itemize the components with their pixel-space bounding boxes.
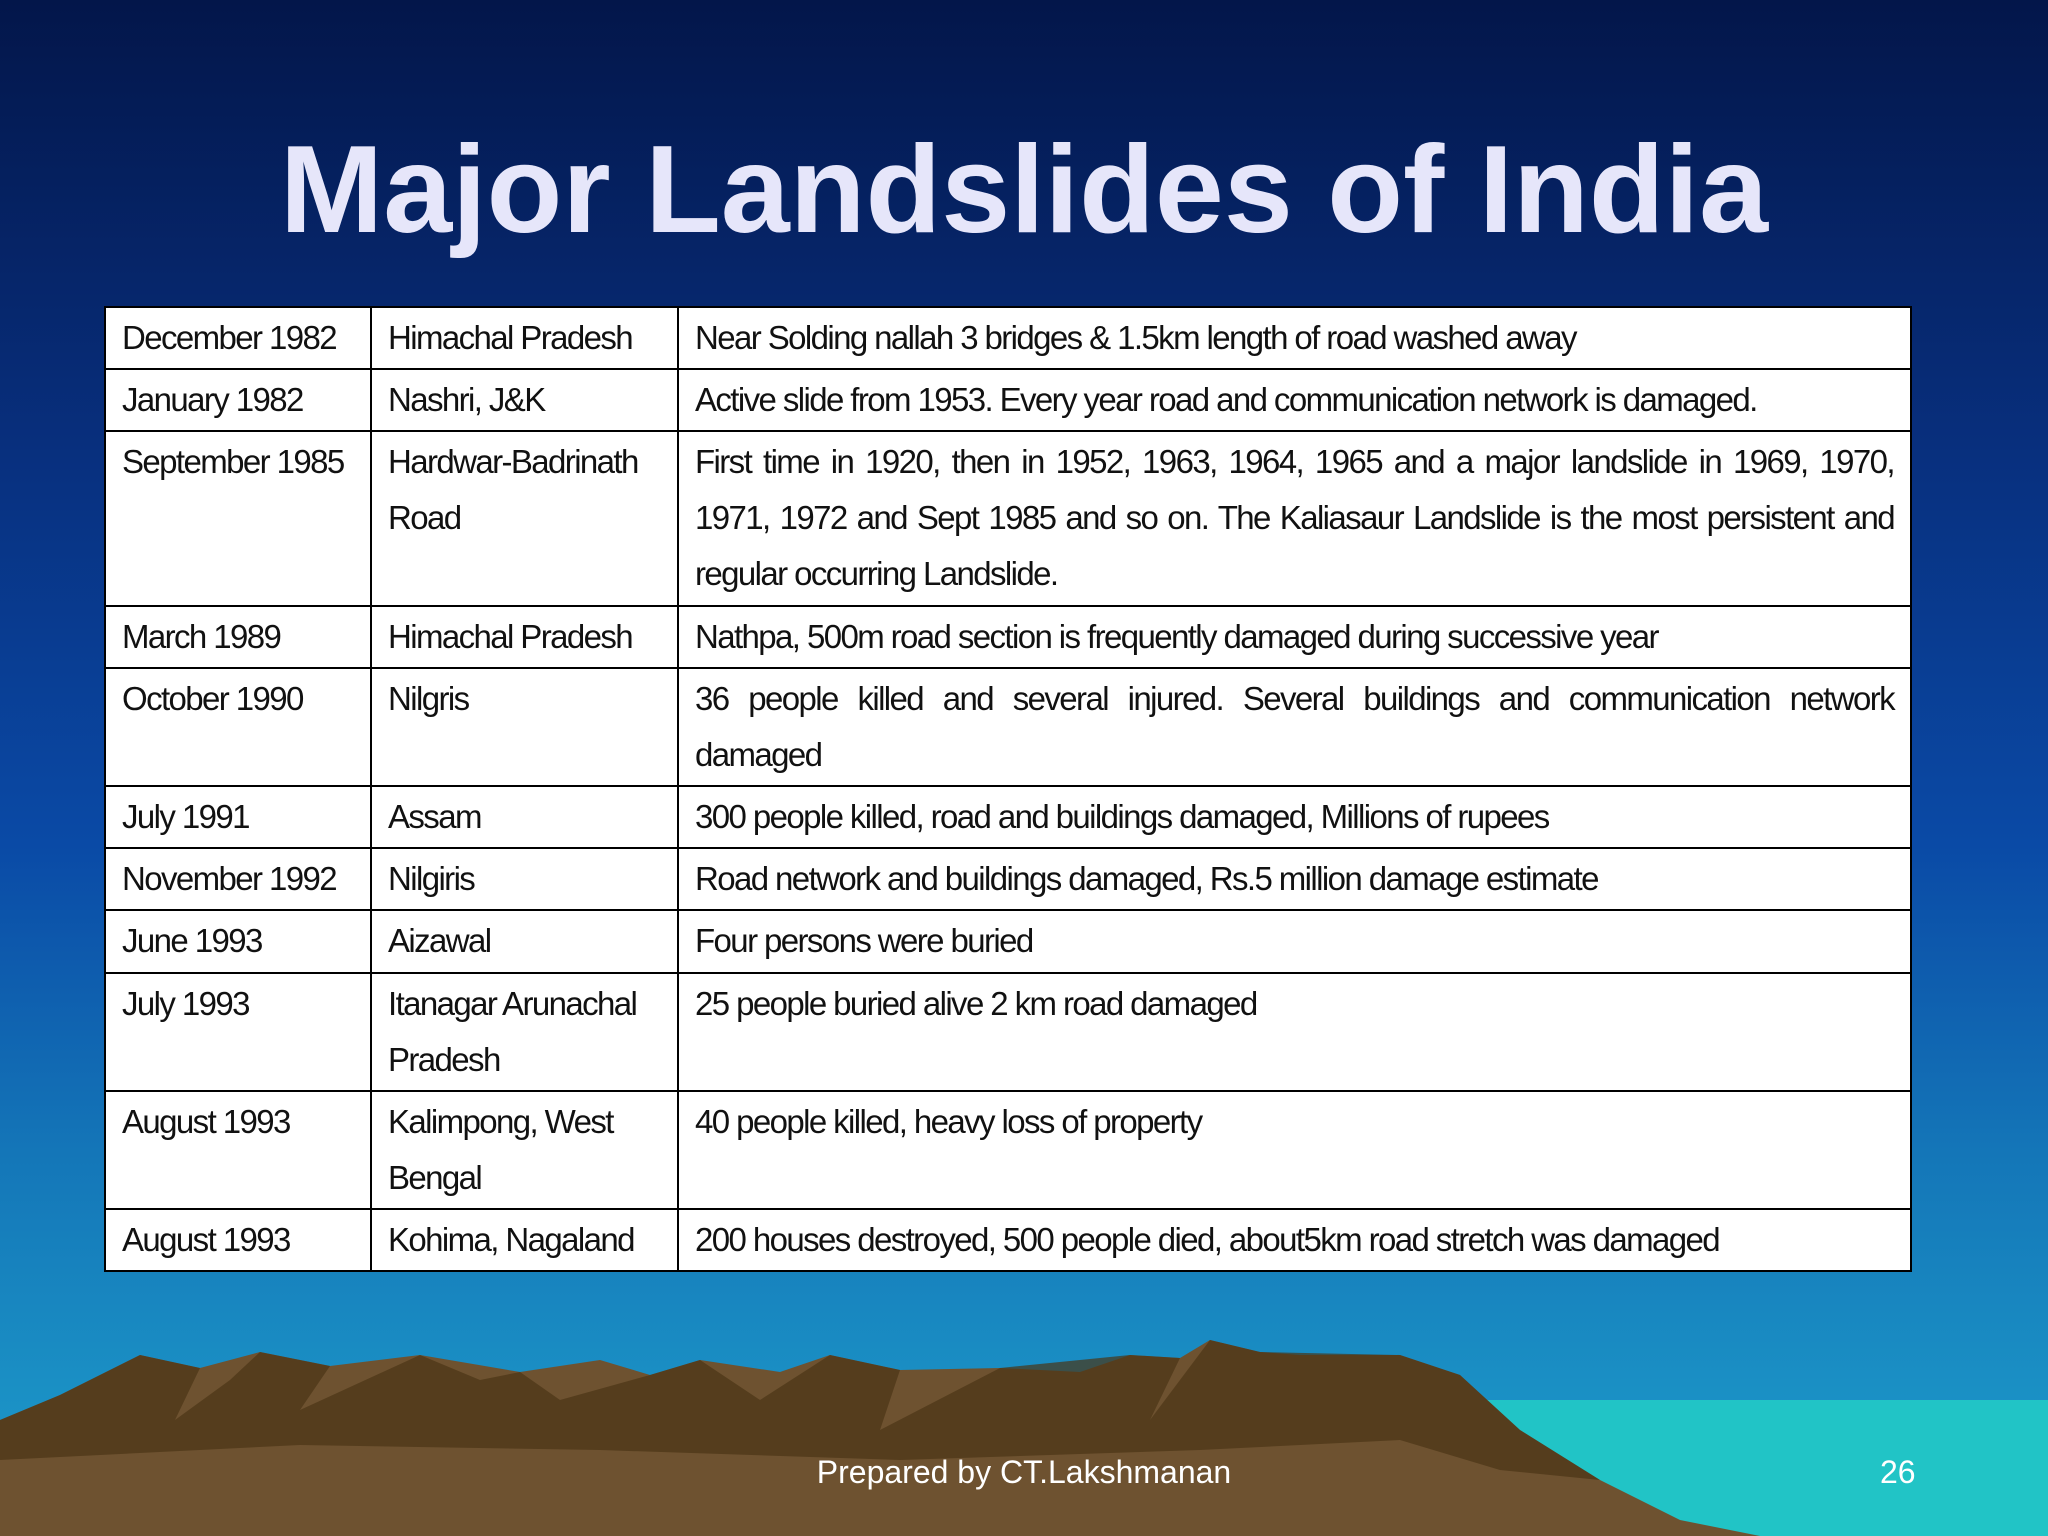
table-row: July 1993 Itanagar Arunachal Pradesh 25 pe… <box>104 972 1912 1092</box>
description-cell: 25 people buried alive 2 km road damaged <box>677 972 1912 1092</box>
description-cell: Active slide from 1953. Every year road … <box>677 368 1912 432</box>
date-cell: September 1985 <box>104 430 372 607</box>
date-cell: June 1993 <box>104 909 372 974</box>
date-cell: December 1982 <box>104 306 372 370</box>
date-cell: August 1993 <box>104 1090 372 1210</box>
slide-title: Major Landslides of India <box>279 121 1769 259</box>
description-cell: 300 people killed, road and buildings da… <box>677 785 1912 849</box>
location-cell: Aizawal <box>370 909 679 974</box>
date-cell: July 1991 <box>104 785 372 849</box>
description-cell: 40 people killed, heavy loss of property <box>677 1090 1912 1210</box>
table-row: October 1990 Nilgris 36 people killed and … <box>104 667 1912 787</box>
description-cell: Road network and buildings damaged, Rs.5… <box>677 847 1912 911</box>
table-row: March 1989 Himachal Pradesh Nathpa, 500m r… <box>104 605 1912 669</box>
location-cell: Nilgiris <box>370 847 679 911</box>
date-cell: July 1993 <box>104 972 372 1092</box>
location-cell: Kalimpong, West Bengal <box>370 1090 679 1210</box>
date-cell: March 1989 <box>104 605 372 669</box>
table-row: July 1991 Assam 300 people killed, road an… <box>104 785 1912 849</box>
description-cell: Near Solding nallah 3 bridges & 1.5km le… <box>677 306 1912 370</box>
date-cell: August 1993 <box>104 1208 372 1272</box>
location-cell: Assam <box>370 785 679 849</box>
location-cell: Himachal Pradesh <box>370 306 679 370</box>
water <box>1440 1400 2048 1536</box>
description-cell: Four persons were buried <box>677 909 1912 974</box>
page-number: 26 <box>1880 1454 1916 1490</box>
location-cell: Himachal Pradesh <box>370 605 679 669</box>
table-row: December 1982 Himachal Pradesh Near Soldin… <box>104 306 1912 370</box>
date-cell: October 1990 <box>104 667 372 787</box>
location-cell: Nashri, J&K <box>370 368 679 432</box>
footer-credit: Prepared by CT.Lakshmanan <box>816 1454 1232 1490</box>
table-row: January 1982 Nashri, J&K Active slide from… <box>104 368 1912 432</box>
description-cell: 200 houses destroyed, 500 people died, a… <box>677 1208 1912 1272</box>
location-cell: Nilgris <box>370 667 679 787</box>
landslide-table: December 1982 Himachal Pradesh Near Soldin… <box>104 306 1912 1272</box>
date-cell: January 1982 <box>104 368 372 432</box>
description-cell: First time in 1920, then in 1952, 1963, … <box>677 430 1912 607</box>
location-cell: Hardwar-Badrinath Road <box>370 430 679 607</box>
table-row: June 1993 Aizawal Four persons were buried <box>104 909 1912 974</box>
table-row: August 1993 Kohima, Nagaland 200 houses de… <box>104 1208 1912 1272</box>
mountain-shadow <box>0 1340 1600 1480</box>
date-cell: November 1992 <box>104 847 372 911</box>
description-cell: 36 people killed and several injured. Se… <box>677 667 1912 787</box>
location-cell: Kohima, Nagaland <box>370 1208 679 1272</box>
table-row: September 1985 Hardwar-Badrinath Road Firs… <box>104 430 1912 607</box>
table-row: November 1992 Nilgiris Road network and bu… <box>104 847 1912 911</box>
location-cell: Itanagar Arunachal Pradesh <box>370 972 679 1092</box>
table-row: August 1993 Kalimpong, West Bengal 40 peop… <box>104 1090 1912 1210</box>
description-cell: Nathpa, 500m road section is frequently … <box>677 605 1912 669</box>
